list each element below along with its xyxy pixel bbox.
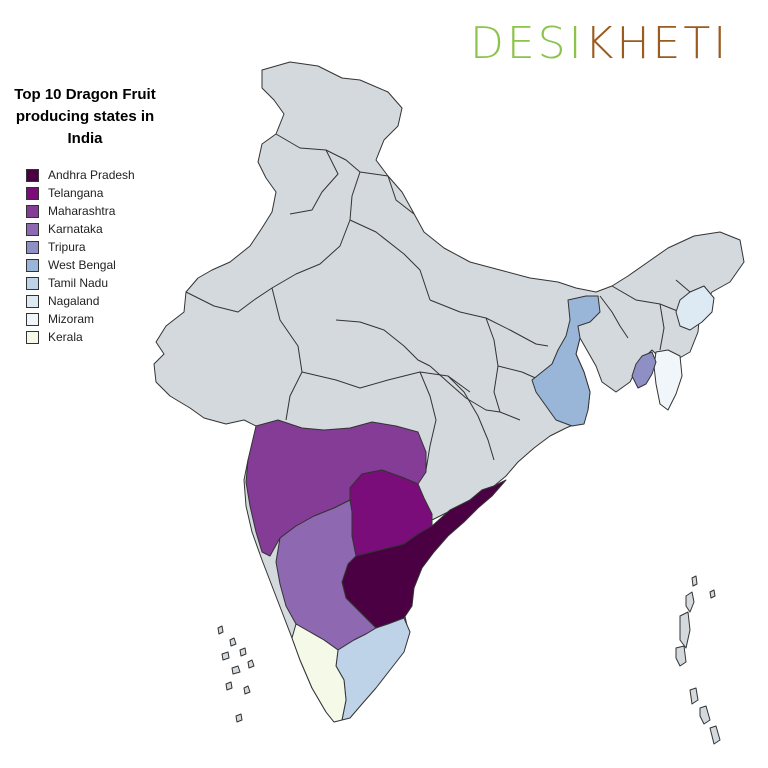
- legend-label: Telangana: [48, 186, 104, 200]
- legend-item-kerala: Kerala: [26, 328, 135, 346]
- legend-item-mizoram: Mizoram: [26, 310, 135, 328]
- legend-label: Kerala: [48, 330, 83, 344]
- region-nagaland: [675, 285, 715, 331]
- legend-item-west-bengal: West Bengal: [26, 256, 135, 274]
- legend-swatch: [26, 330, 39, 344]
- legend-label: Maharashtra: [48, 204, 116, 218]
- india-mainland: [153, 61, 745, 723]
- region-andhra-pradesh: [341, 479, 507, 629]
- legend-label: Nagaland: [48, 294, 100, 308]
- region-kerala: [291, 623, 347, 723]
- legend-label: Tamil Nadu: [48, 276, 109, 290]
- map-legend: Andhra Pradesh Telangana Maharashtra Kar…: [26, 166, 135, 346]
- region-west-bengal: [531, 295, 601, 427]
- legend-swatch: [26, 222, 39, 236]
- logo-text-desi: DESI: [470, 18, 585, 69]
- map-title: Top 10 Dragon Fruit producing states in …: [14, 86, 156, 147]
- legend-label: Mizoram: [48, 312, 95, 326]
- lakshadweep-islands: [217, 625, 255, 723]
- legend-item-andhra-pradesh: Andhra Pradesh: [26, 166, 135, 184]
- legend-label: Tripura: [48, 240, 86, 254]
- legend-item-nagaland: Nagaland: [26, 292, 135, 310]
- desikheti-logo: DESIKHETI: [470, 18, 729, 69]
- legend-item-maharashtra: Maharashtra: [26, 202, 135, 220]
- legend-item-telangana: Telangana: [26, 184, 135, 202]
- region-karnataka: [275, 499, 377, 651]
- logo-text-kheti: KHETI: [584, 18, 730, 69]
- legend-item-tripura: Tripura: [26, 238, 135, 256]
- region-mizoram: [653, 349, 683, 411]
- andaman-nicobar-islands: [675, 575, 721, 745]
- legend-item-tamil-nadu: Tamil Nadu: [26, 274, 135, 292]
- legend-swatch: [26, 168, 39, 182]
- legend-swatch: [26, 258, 39, 272]
- legend-swatch: [26, 204, 39, 218]
- region-tripura: [631, 351, 657, 389]
- legend-label: West Bengal: [48, 258, 116, 272]
- legend-swatch: [26, 294, 39, 308]
- legend-swatch: [26, 240, 39, 254]
- legend-label: Karnataka: [48, 222, 103, 236]
- legend-swatch: [26, 312, 39, 326]
- legend-item-karnataka: Karnataka: [26, 220, 135, 238]
- legend-swatch: [26, 276, 39, 290]
- legend-swatch: [26, 186, 39, 200]
- legend-label: Andhra Pradesh: [48, 168, 135, 182]
